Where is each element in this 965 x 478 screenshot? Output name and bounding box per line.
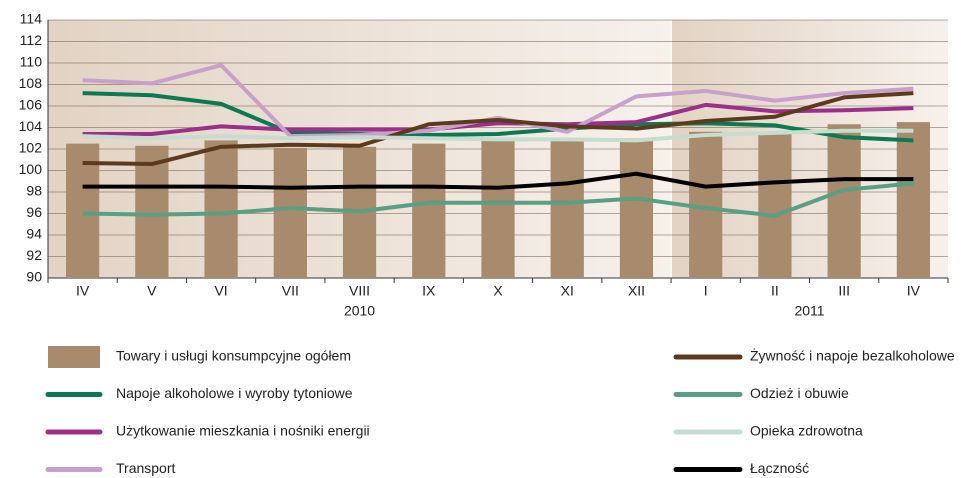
x-tick-label: III [838,283,850,299]
x-tick-label: VIII [349,283,370,299]
x-tick-label: XI [561,283,574,299]
y-tick-label: 96 [26,204,42,220]
line [82,91,914,167]
y-tick-label: 102 [19,140,43,156]
line [82,63,914,139]
group-label: 2011 [794,303,824,319]
line [82,91,914,143]
y-tick-label: 104 [19,118,43,134]
x-tick-label: V [147,283,157,299]
x-tick-label: IV [76,283,90,299]
y-tick-label: 112 [20,32,43,48]
y-tick-label: 110 [20,54,43,70]
x-tick-label: XII [628,283,645,299]
y-tick-label: 114 [20,11,43,27]
bar [481,140,515,278]
x-tick-label: VII [282,283,299,299]
bar [412,143,446,278]
y-tick-label: 98 [26,183,42,199]
x-tick-label: IX [422,283,436,299]
bar [758,131,792,278]
legend-label: Towary i usługi konsumpcyjne ogółem [116,348,351,364]
group-label: 2010 [344,303,375,319]
legend-swatch [48,346,100,368]
x-tick-label: II [771,283,779,299]
legend-label: Napoje alkoholowe i wyroby tytoniowe [116,385,353,401]
x-tick-label: X [493,283,503,299]
bar [66,143,100,278]
legend-label: Żywność i napoje bezalkoholowe [750,347,955,364]
y-tick-label: 90 [26,269,42,285]
x-tick-label: I [704,283,708,299]
line [82,128,914,143]
legend-label: Opieka zdrowotna [750,423,863,439]
legend-label: Transport [116,460,176,476]
line [82,171,914,190]
x-tick-label: IV [907,283,921,299]
bar [135,145,169,278]
x-tick-label: VI [214,283,227,299]
bar [273,147,307,278]
legend-label: Odzież i obuwie [750,385,849,401]
y-tick-label: 94 [26,226,42,242]
bar [619,138,654,278]
line [82,181,914,218]
legend-label: Łączność [750,460,809,476]
legend-label: Użytkowanie mieszkania i nośniki energii [116,423,370,439]
y-tick-label: 108 [19,75,43,91]
line [82,102,914,136]
bar [827,124,861,279]
y-tick-label: 92 [26,247,42,263]
y-tick-label: 100 [19,161,43,177]
bar [204,140,238,278]
y-tick-label: 106 [19,97,43,113]
bar [896,122,930,278]
bar [550,138,584,278]
